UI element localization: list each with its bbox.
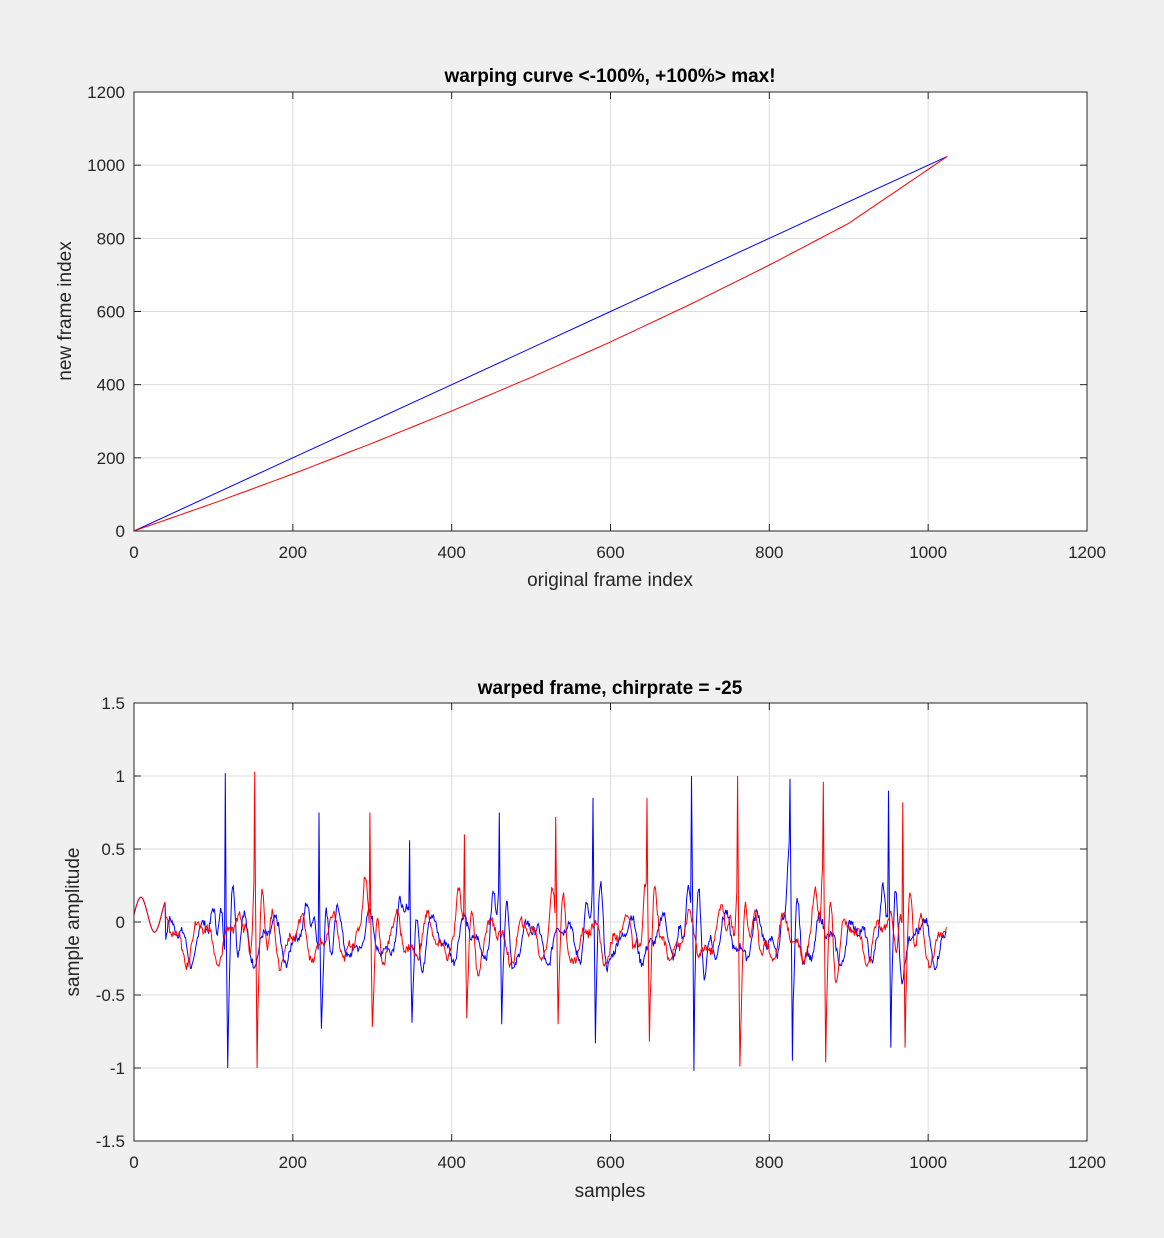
series-lines bbox=[133, 771, 947, 1071]
y-axis-label: new frame index bbox=[55, 241, 76, 381]
y-tick-label: 200 bbox=[97, 449, 125, 468]
chart-title: warped frame, chirprate = -25 bbox=[477, 678, 743, 699]
y-tick-label: -1.5 bbox=[96, 1132, 125, 1151]
warping-curve-axes: 0 200 400 600 800 1000 1200 0 200 400 600 800 1000 12… bbox=[55, 66, 1106, 591]
y-tick-label: 1 bbox=[116, 767, 125, 786]
x-tick-label: 200 bbox=[279, 1153, 307, 1172]
red-series-line bbox=[133, 155, 948, 532]
x-tick-label: 0 bbox=[129, 1153, 138, 1172]
x-tick-label: 800 bbox=[755, 543, 783, 562]
x-axis-label: samples bbox=[575, 1181, 646, 1202]
y-tick-label: 1000 bbox=[87, 156, 125, 175]
x-tick-label: 800 bbox=[755, 1153, 783, 1172]
x-tick-label: 400 bbox=[437, 1153, 465, 1172]
x-tick-label: 1200 bbox=[1068, 543, 1106, 562]
chart-title: warping curve <-100%, +100%> max! bbox=[443, 66, 775, 87]
y-tick-label: 1200 bbox=[87, 83, 125, 102]
series-lines bbox=[133, 155, 948, 532]
tick-labels: 0 200 400 600 800 1000 1200 -1.5 -1 -0.5 0 0.5 1 1.5 bbox=[96, 694, 1106, 1172]
y-tick-label: 1.5 bbox=[101, 694, 125, 713]
x-tick-label: 200 bbox=[279, 543, 307, 562]
warped-frame-axes: 0 200 400 600 800 1000 1200-1.5-1-0.500.511.5 … bbox=[63, 678, 1106, 1202]
y-tick-label: -0.5 bbox=[96, 986, 125, 1005]
x-tick-label: 1000 bbox=[909, 1153, 947, 1172]
x-tick-label: 1000 bbox=[909, 543, 947, 562]
y-tick-label: 400 bbox=[97, 376, 125, 395]
blue-series-line bbox=[133, 155, 948, 532]
y-tick-label: 600 bbox=[97, 303, 125, 322]
y-tick-label: -1 bbox=[110, 1059, 125, 1078]
x-tick-label: 1200 bbox=[1068, 1153, 1106, 1172]
tick-labels: 0 200 400 600 800 1000 1200 0 200 400 600 800 1000 12… bbox=[87, 83, 1106, 562]
y-tick-label: 0 bbox=[116, 913, 125, 932]
x-axis-label: original frame index bbox=[527, 570, 693, 591]
y-tick-label: 800 bbox=[97, 229, 125, 248]
y-axis-label: sample amplitude bbox=[63, 848, 84, 997]
x-tick-label: 600 bbox=[596, 543, 624, 562]
x-tick-label: 600 bbox=[596, 1153, 624, 1172]
red-series-line bbox=[133, 771, 947, 1069]
y-tick-label: 0.5 bbox=[101, 840, 125, 859]
x-tick-label: 0 bbox=[129, 543, 138, 562]
y-tick-label: 0 bbox=[116, 522, 125, 541]
x-tick-label: 400 bbox=[437, 543, 465, 562]
